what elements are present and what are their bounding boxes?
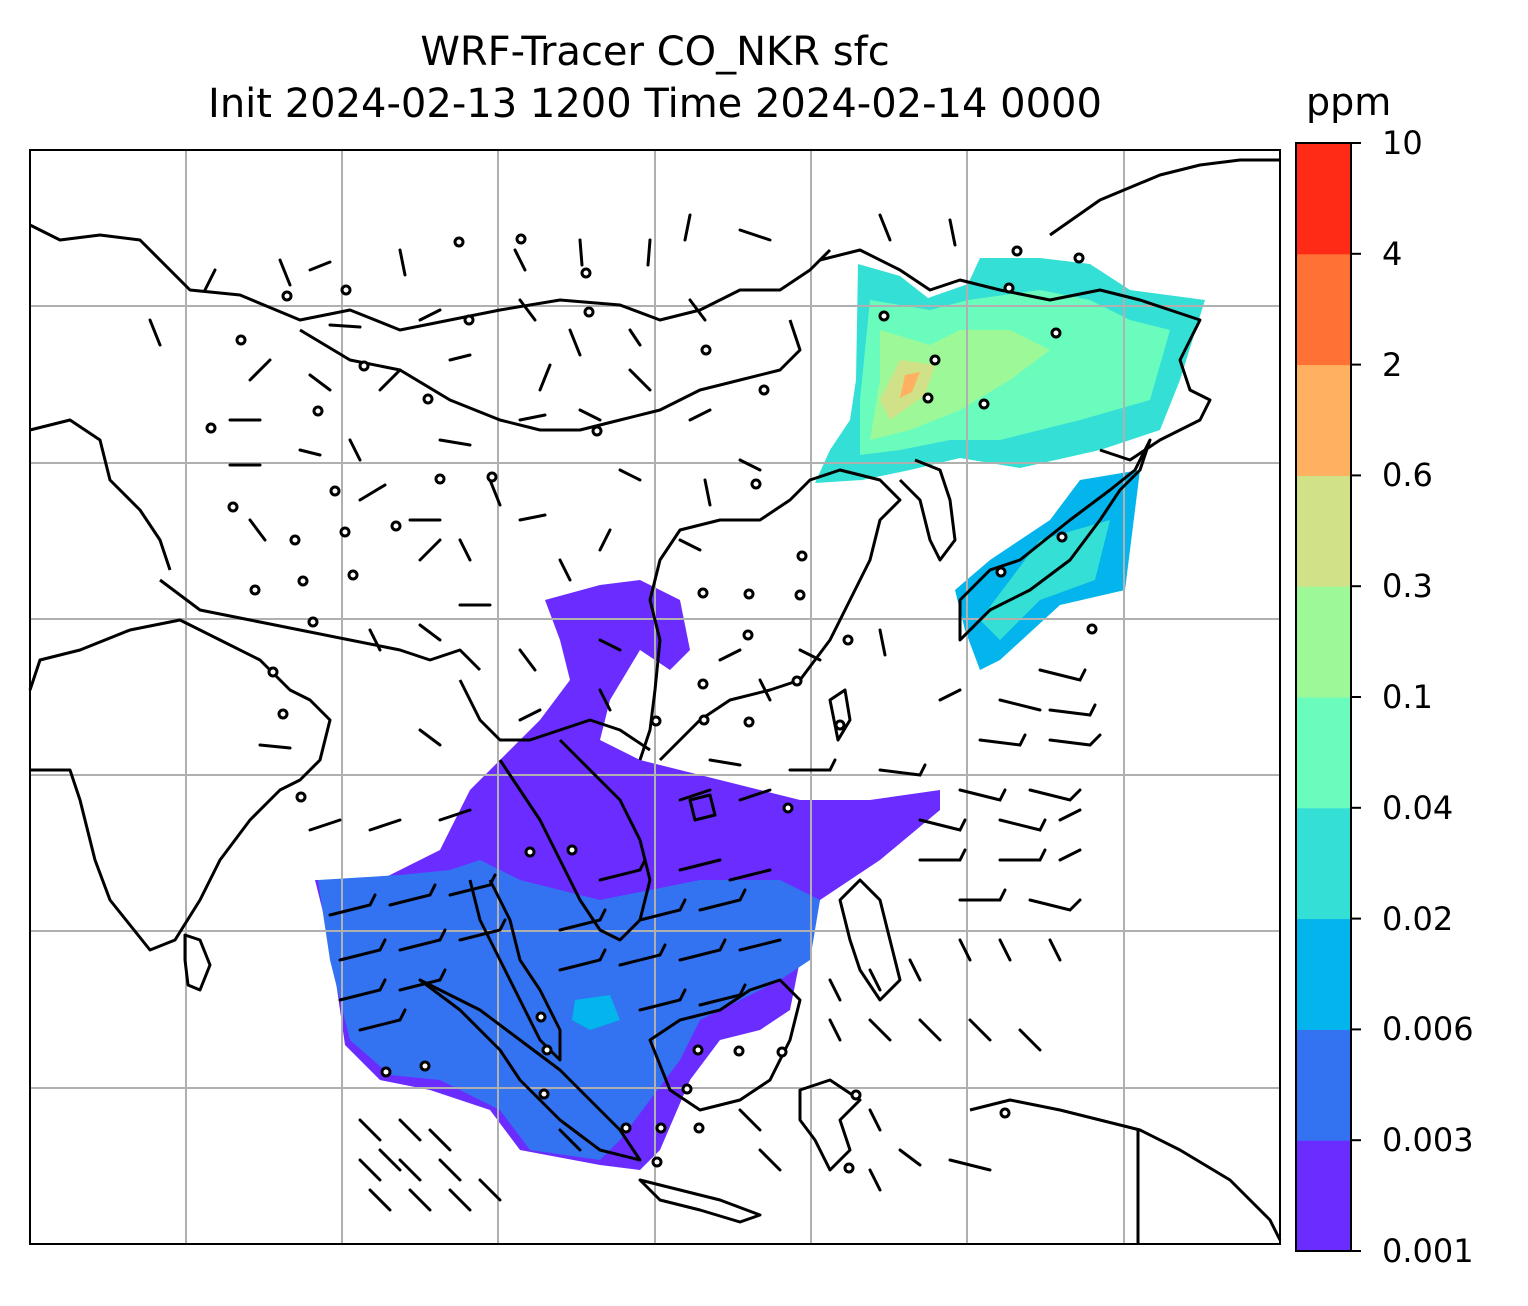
coastline-sakhalin-kamchatka <box>1049 158 1280 237</box>
gridlines <box>30 150 1280 1244</box>
colorbar-tick-label: 0.02 <box>1382 899 1454 938</box>
colorbar-frame <box>1295 142 1352 1252</box>
border-west <box>29 418 172 571</box>
colorbar-swatch <box>1296 586 1351 698</box>
coastline-korea <box>898 458 957 562</box>
northeast-plume-core <box>870 330 1050 440</box>
colorbar-swatch <box>1296 918 1351 1030</box>
coastline-sumatra <box>418 978 642 1162</box>
coastline-sulawesi <box>798 1078 862 1172</box>
calm-markers <box>205 233 1098 1174</box>
coastline-srilanka <box>183 933 212 992</box>
coastline-taiwan <box>828 688 852 742</box>
coastline-china-east <box>638 468 902 762</box>
coastlines-and-borders <box>28 158 1282 1244</box>
map-frame <box>29 149 1281 1245</box>
coastline-india <box>28 618 332 952</box>
border-himalaya <box>159 578 482 672</box>
coastline-newguinea <box>969 1098 1282 1241</box>
title-line-2: Init 2024-02-13 1200 Time 2024-02-14 000… <box>208 81 1102 127</box>
colorbar-swatch <box>1296 143 1351 255</box>
colorbar-tick-label: 10 <box>1382 124 1423 162</box>
coastline-malay <box>468 879 562 1062</box>
colorbar-tick-label: 0.6 <box>1382 456 1433 495</box>
colorbar-tick-label: 0.04 <box>1382 788 1454 827</box>
colorbar-tick-label: 0.001 <box>1382 1232 1474 1270</box>
colorbar-tick-label: 4 <box>1382 234 1403 273</box>
border-mongolia <box>299 319 802 432</box>
colorbar-swatch <box>1296 1140 1351 1252</box>
coastline-hainan <box>688 793 717 822</box>
colorbar-tick-label: 0.003 <box>1382 1121 1474 1160</box>
colorbar-swatch <box>1296 475 1351 587</box>
colorbar-swatch <box>1296 697 1351 809</box>
border-central-asia <box>29 223 832 332</box>
sea-plume-cyan <box>572 995 620 1030</box>
colorbar <box>1296 142 1361 1252</box>
border-myanmar-china <box>458 679 651 752</box>
coastline-borneo <box>648 978 802 1112</box>
colorbar-unit: ppm <box>1306 80 1392 124</box>
colorbar-tick-label: 2 <box>1382 345 1403 384</box>
coastline-indochina <box>498 738 652 942</box>
colorbar-swatch <box>1296 364 1351 476</box>
coastline-philippines <box>838 878 902 1002</box>
title-line-1: WRF-Tracer CO_NKR sfc <box>420 29 890 75</box>
coastline-russia-east <box>819 248 1212 462</box>
colorbar-tick-label: 0.3 <box>1382 567 1433 606</box>
coastline-java <box>638 1178 762 1224</box>
colorbar-swatch <box>1296 807 1351 920</box>
northeast-plume-hot <box>900 372 920 398</box>
wind-barbs <box>148 213 1102 1212</box>
colorbar-tick-label: 0.1 <box>1382 678 1433 716</box>
colorbar-swatch <box>1296 253 1351 366</box>
chart-title: WRF-Tracer CO_NKR sfc Init 2024-02-13 12… <box>30 26 1280 130</box>
colorbar-swatch <box>1296 1029 1351 1141</box>
colorbar-tick-label: 0.006 <box>1382 1010 1474 1049</box>
